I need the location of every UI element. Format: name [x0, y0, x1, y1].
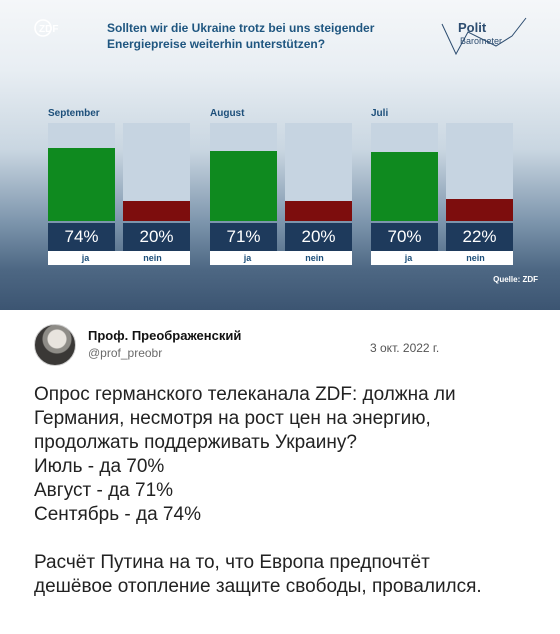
bar-value-label: 22%	[446, 223, 513, 251]
politbarometer-logo: Polit Barometer	[440, 14, 530, 56]
tweet-line: Август - да 71%	[34, 480, 174, 501]
chart-source: Quelle: ZDF	[493, 275, 538, 284]
bar-nein	[123, 201, 190, 221]
bar-value-label: 70%	[371, 223, 438, 251]
bar-ja	[371, 152, 438, 221]
chart-title: Sollten wir die Ukraine trotz bei uns st…	[107, 20, 427, 52]
zdf-logo-text: ZDF	[39, 24, 58, 35]
tweet-line: Июль - да 70%	[34, 456, 165, 477]
tweet-line: Опрос германского телеканала ZDF: должна…	[34, 384, 456, 405]
bar-category-label: nein	[277, 251, 352, 265]
bar-category-label: ja	[371, 251, 446, 265]
bar-track	[48, 123, 115, 221]
bar-category-label: ja	[48, 251, 123, 265]
tweet-date[interactable]: 3 окт. 2022 г.	[370, 341, 440, 355]
tweet-line: Сентябрь - да 74%	[34, 504, 201, 525]
bar-ja	[210, 151, 277, 221]
politbarometer-logo-line2: Barometer	[460, 36, 503, 46]
user-name[interactable]: Проф. Преображенский	[88, 328, 242, 343]
bar-track	[446, 123, 513, 221]
bar-value-label: 20%	[285, 223, 352, 251]
bar-category-label: nein	[115, 251, 190, 265]
tweet-line: Расчёт Путина на то, что Европа предпочт…	[34, 552, 430, 573]
chart-title-line1: Sollten wir die Ukraine trotz bei uns st…	[107, 21, 375, 35]
tweet-line: продолжать поддерживать Украину?	[34, 432, 357, 453]
chart-title-line2: Energiepreise weiterhin unterstützen?	[107, 37, 326, 51]
avatar[interactable]	[34, 324, 76, 366]
bar-track	[285, 123, 352, 221]
politbarometer-check-icon	[441, 17, 527, 56]
bar-value-label: 74%	[48, 223, 115, 251]
bar-nein	[446, 199, 513, 221]
bar-value-label: 20%	[123, 223, 190, 251]
bar-value-label: 71%	[210, 223, 277, 251]
bar-track	[123, 123, 190, 221]
bar-category-label: nein	[438, 251, 513, 265]
bar-category-label: ja	[210, 251, 285, 265]
chart-image[interactable]: ZDF Sollten wir die Ukraine trotz bei un…	[0, 0, 560, 310]
politbarometer-logo-line1: Polit	[458, 20, 487, 35]
bar-ja	[48, 148, 115, 221]
tweet-header: Проф. Преображенский @prof_preobr 3 окт.…	[34, 322, 534, 368]
user-handle[interactable]: @prof_preobr	[88, 346, 163, 360]
month-label: Juli	[371, 108, 389, 119]
paragraph-gap	[34, 527, 534, 551]
month-label: August	[210, 108, 245, 119]
bar-nein	[285, 201, 352, 221]
tweet-text: Опрос германского телеканала ZDF: должна…	[34, 383, 534, 599]
tweet-line: Германия, несмотря на рост цен на энерги…	[34, 408, 431, 429]
bar-track	[371, 123, 438, 221]
tweet-line: дешёвое отопление защите свободы, провал…	[34, 576, 482, 597]
bar-track	[210, 123, 277, 221]
zdf-logo-icon: ZDF	[34, 19, 58, 37]
month-label: September	[48, 108, 100, 119]
